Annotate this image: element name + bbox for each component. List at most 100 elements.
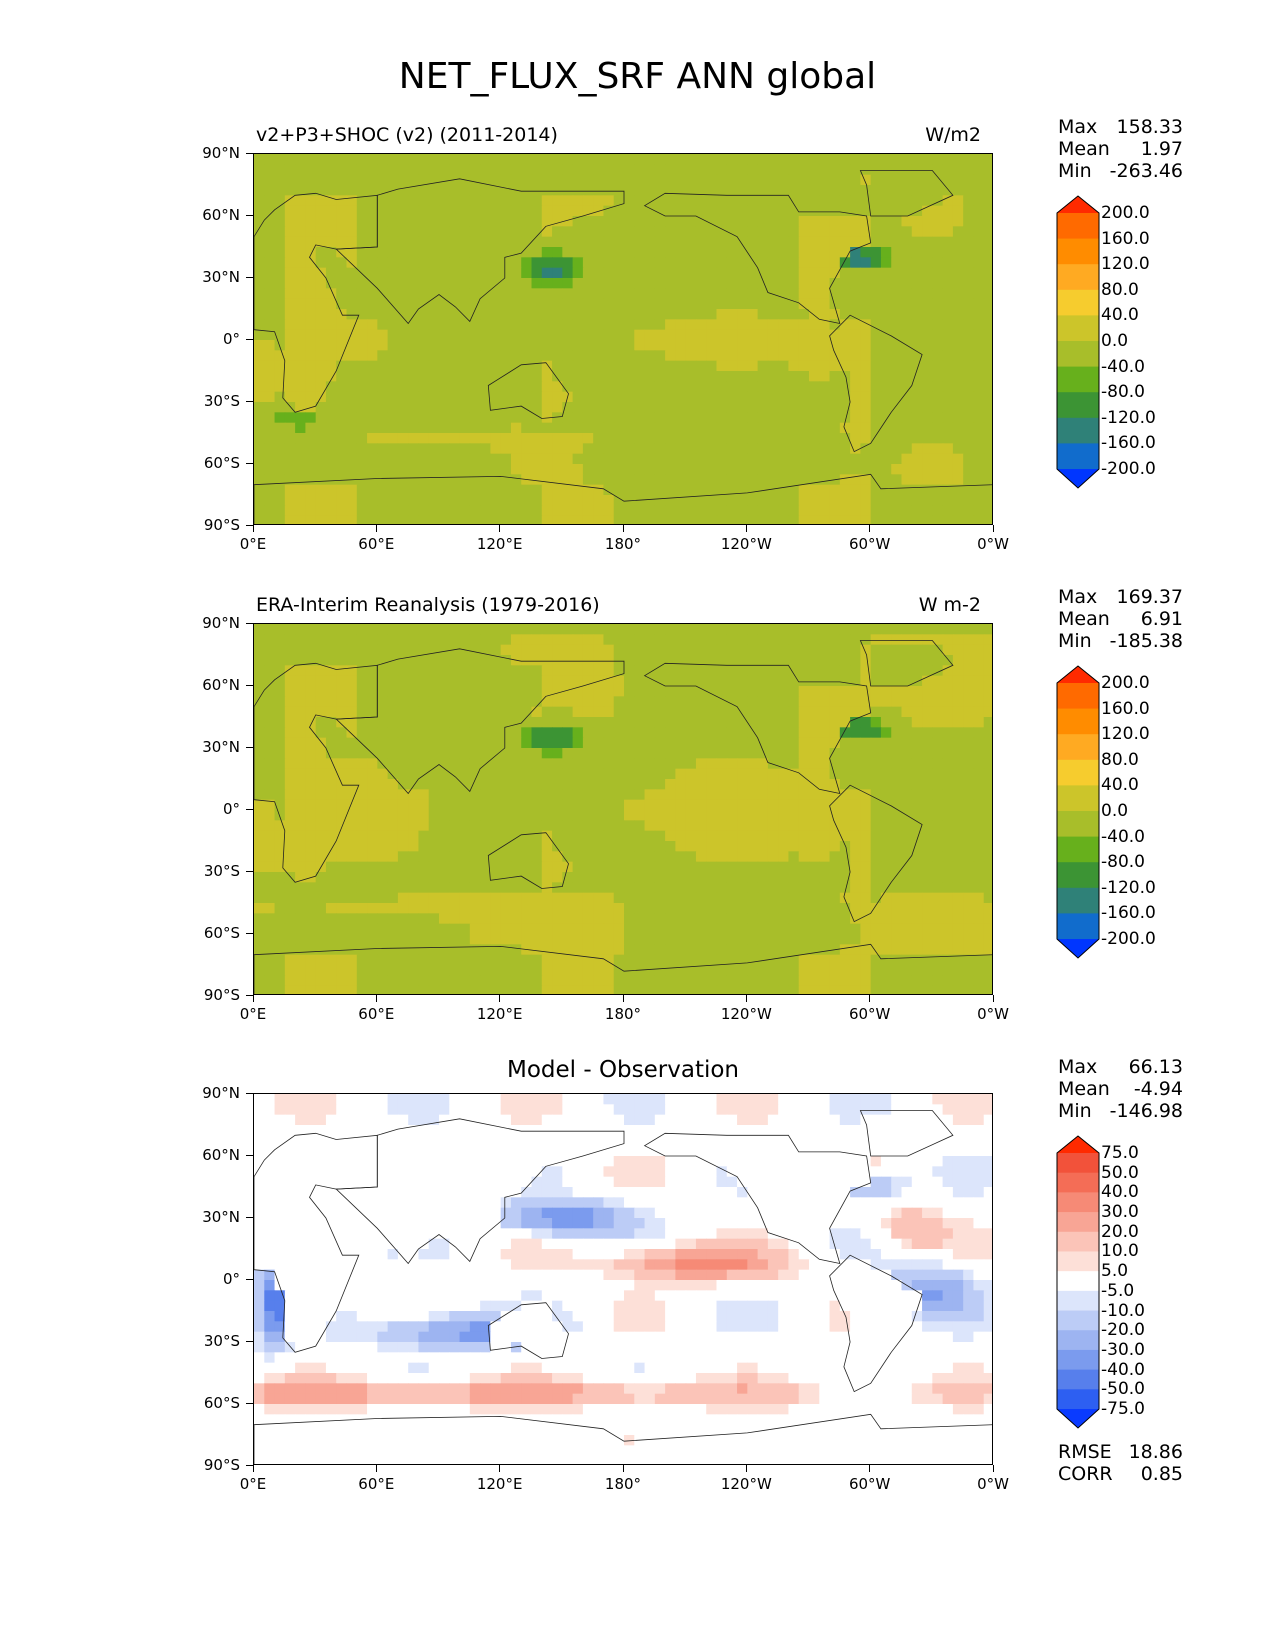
- heatmap-cell: [469, 226, 481, 238]
- heatmap-cell: [839, 309, 851, 320]
- heatmap-cell: [737, 174, 748, 186]
- heatmap-cell: [685, 820, 697, 832]
- heatmap-cell: [747, 267, 759, 279]
- heatmap-cell: [634, 267, 646, 279]
- heatmap-cell: [644, 634, 656, 646]
- heatmap-cell: [665, 422, 676, 434]
- heatmap-cell: [942, 944, 954, 956]
- heatmap-cell: [932, 505, 944, 517]
- heatmap-cell: [387, 226, 399, 238]
- heatmap-cell: [644, 433, 656, 444]
- heatmap-cell: [531, 422, 543, 434]
- heatmap-cell: [829, 350, 841, 362]
- heatmap-cell: [397, 634, 409, 646]
- heatmap-cell: [428, 768, 440, 780]
- heatmap-cell: [449, 686, 461, 697]
- heatmap-cell: [901, 443, 913, 455]
- heatmap-cell: [942, 758, 954, 770]
- heatmap-cell: [665, 174, 676, 186]
- heatmap-cell: [439, 329, 450, 341]
- heatmap-cell: [613, 164, 625, 176]
- heatmap-cell: [952, 624, 964, 635]
- heatmap-cell: [562, 484, 574, 496]
- heatmap-cell: [963, 226, 975, 238]
- heatmap-cell: [346, 779, 358, 790]
- heatmap-cell: [942, 655, 954, 666]
- heatmap-cell: [942, 934, 954, 945]
- heatmap-cell: [767, 195, 779, 207]
- heatmap-cell: [582, 505, 594, 517]
- heatmap-cell: [325, 861, 337, 873]
- heatmap-cell: [963, 381, 975, 393]
- heatmap-cell: [459, 278, 471, 289]
- heatmap-cell: [593, 820, 605, 832]
- heatmap-cell: [952, 464, 964, 475]
- heatmap-cell: [819, 319, 831, 331]
- heatmap-cell: [346, 861, 358, 873]
- heatmap-cell: [449, 872, 461, 883]
- heatmap-cell: [449, 329, 461, 341]
- heatmap-cell: [706, 226, 718, 238]
- heatmap-cell: [757, 706, 769, 718]
- heatmap-cell: [880, 164, 892, 176]
- heatmap-cell: [531, 748, 543, 759]
- heatmap-cell: [963, 861, 975, 873]
- heatmap-cell: [439, 841, 450, 852]
- heatmap-cell: [695, 820, 707, 832]
- heatmap-cell: [675, 226, 687, 238]
- heatmap-cell: [274, 748, 286, 759]
- heatmap-cell: [901, 820, 913, 832]
- heatmap-cell: [850, 154, 861, 165]
- heatmap-cell: [572, 340, 584, 351]
- heatmap-cell: [397, 267, 409, 279]
- heatmap-cell: [284, 422, 296, 434]
- heatmap-cell: [377, 371, 389, 382]
- heatmap-cell: [325, 665, 337, 677]
- heatmap-cell: [418, 634, 430, 646]
- heatmap-cell: [757, 686, 769, 697]
- heatmap-cell: [346, 758, 358, 770]
- heatmap-cell: [829, 768, 841, 780]
- heatmap-cell: [685, 768, 697, 780]
- heatmap-cell: [757, 903, 769, 914]
- heatmap-cell: [593, 340, 605, 351]
- heatmap-cell: [284, 748, 296, 759]
- lon-tick-label: 60°E: [358, 535, 395, 553]
- heatmap-cell: [562, 789, 574, 801]
- heatmap-cell: [839, 174, 851, 186]
- heatmap-cell: [377, 810, 389, 821]
- heatmap-cell: [809, 830, 820, 842]
- heatmap-cell: [531, 350, 543, 362]
- heatmap-cell: [480, 495, 491, 506]
- heatmap-cell: [295, 675, 306, 687]
- heatmap-cell: [839, 934, 851, 945]
- heatmap-cell: [911, 913, 923, 925]
- heatmap-cell: [778, 371, 790, 382]
- heatmap-cell: [829, 830, 841, 842]
- heatmap-cell: [480, 164, 491, 176]
- heatmap-cell: [264, 892, 276, 904]
- heatmap-cell: [644, 882, 656, 894]
- heatmap-cell: [839, 706, 851, 718]
- heatmap-cell: [870, 810, 882, 821]
- heatmap-cell: [562, 841, 574, 852]
- heatmap-cell: [613, 748, 625, 759]
- heatmap-cell: [305, 923, 317, 935]
- heatmap-cell: [264, 484, 276, 496]
- heatmap-cell: [737, 226, 748, 238]
- heatmap-cell: [860, 758, 872, 770]
- heatmap-cell: [408, 861, 420, 873]
- heatmap-cell: [767, 412, 779, 424]
- heatmap-cell: [973, 257, 985, 269]
- heatmap-cell: [284, 758, 296, 770]
- heatmap-cell: [747, 779, 759, 790]
- heatmap-cell: [757, 381, 769, 393]
- heatmap-cell: [367, 634, 378, 646]
- heatmap-cell: [726, 154, 738, 165]
- heatmap-cell: [644, 748, 656, 759]
- heatmap-cell: [469, 830, 481, 842]
- heatmap-cell: [449, 934, 461, 945]
- heatmap-cell: [603, 360, 615, 372]
- heatmap-cell: [325, 371, 337, 382]
- heatmap-cell: [346, 903, 358, 914]
